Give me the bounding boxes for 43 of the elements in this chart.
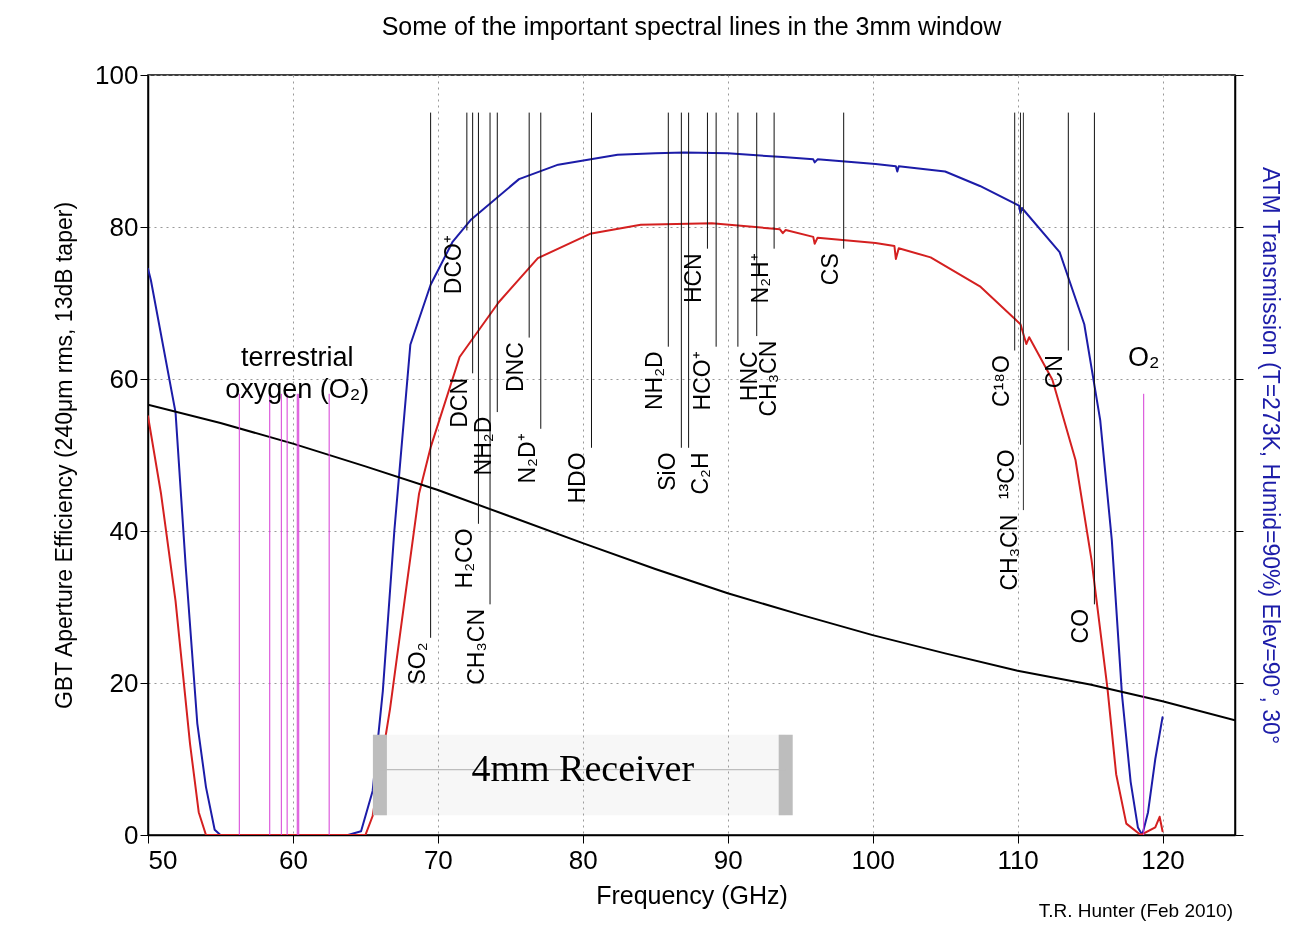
annotation: DNC bbox=[502, 342, 529, 393]
x-tick-label: 90 bbox=[713, 844, 743, 875]
annotation: N₂H⁺ bbox=[747, 253, 774, 304]
y-tick-label: 20 bbox=[109, 667, 139, 698]
x-tick-label: 60 bbox=[278, 844, 308, 875]
x-tick-label: 120 bbox=[1141, 844, 1185, 875]
annotation: NH₂D bbox=[470, 416, 497, 476]
annotation: HCN bbox=[680, 253, 707, 304]
y-tick-label: 100 bbox=[95, 59, 139, 90]
chart-title: Some of the important spectral lines in the 3mm window bbox=[381, 12, 1003, 40]
annotation: DCO⁺ bbox=[439, 235, 466, 295]
annotation: H₂CO bbox=[451, 528, 478, 589]
y-tick-label: 0 bbox=[124, 819, 139, 850]
y2-axis-title: ATM Transmission (T=273K, Humid=90%) Elev=90°, 30° bbox=[1258, 166, 1284, 745]
annotation: CS bbox=[816, 253, 843, 286]
y-tick-label: 80 bbox=[109, 211, 139, 242]
annotation: HDO bbox=[564, 452, 591, 504]
annotation: CN bbox=[1041, 355, 1068, 389]
x-tick-label: 70 bbox=[423, 844, 453, 875]
series-label: O₂ bbox=[1127, 342, 1160, 373]
annotation: HCO⁺ bbox=[689, 351, 716, 411]
annotation: N₂D⁺ bbox=[513, 433, 540, 484]
series-label: terrestrial oxygen (O₂) bbox=[225, 342, 370, 405]
annotation: CO bbox=[1067, 608, 1094, 644]
x-tick-label: 100 bbox=[851, 844, 895, 875]
x-tick-label: 80 bbox=[568, 844, 598, 875]
annotation: CH₃CN bbox=[463, 608, 490, 685]
y-tick-label: 60 bbox=[109, 363, 139, 394]
annotation: C¹⁸O bbox=[987, 355, 1014, 407]
x-axis-title: Frequency (GHz) bbox=[596, 880, 788, 909]
y-axis-title: GBT Aperture Efficiency (240μm rms, 13dB taper) bbox=[51, 201, 78, 710]
x-tick-label: 110 bbox=[997, 844, 1039, 875]
annotation: DCN bbox=[445, 377, 472, 428]
text: T.R. Hunter (Feb 2010) bbox=[1038, 900, 1233, 921]
annotation: SiO bbox=[654, 452, 681, 491]
annotation: SO₂ bbox=[403, 642, 430, 685]
band-label: 4mm Receiver bbox=[471, 746, 695, 789]
annotation: ¹³CO bbox=[993, 449, 1020, 500]
annotation: NH₂D bbox=[641, 351, 668, 411]
annotation: C₂H bbox=[686, 452, 713, 495]
annotation: CH₃CN bbox=[996, 514, 1023, 591]
y-tick-label: 40 bbox=[109, 515, 139, 546]
x-tick-label: 50 bbox=[148, 844, 178, 875]
